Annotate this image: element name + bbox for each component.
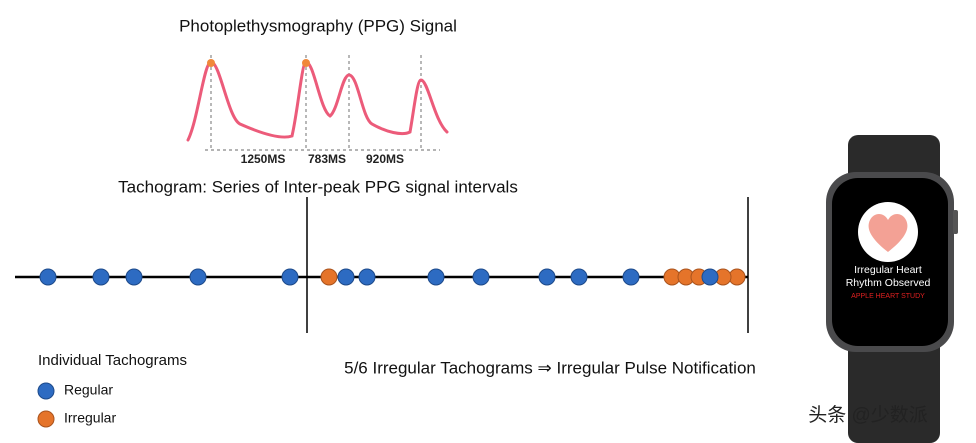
watermark: 头条 @少数派 — [808, 404, 928, 426]
regular-tachogram — [358, 268, 376, 286]
watch-text: Irregular Heart — [854, 264, 922, 276]
regular-tachogram — [281, 268, 299, 286]
regular-tachogram — [472, 268, 490, 286]
conclusion: 5/6 Irregular Tachograms ⇒ Irregular Pul… — [344, 358, 756, 377]
ppg-peak — [302, 59, 310, 67]
watch-text: APPLE HEART STUDY — [851, 293, 925, 300]
legend-label: Regular — [64, 382, 113, 398]
legend-label: Irregular — [64, 410, 116, 426]
interval-label: 920MS — [366, 152, 404, 166]
legend-swatch — [37, 382, 55, 400]
ppg-title: Photoplethysmography (PPG) Signal — [179, 16, 457, 35]
regular-tachogram — [701, 268, 719, 286]
regular-tachogram — [189, 268, 207, 286]
legend-swatch — [37, 410, 55, 428]
regular-tachogram — [337, 268, 355, 286]
legend-title: Individual Tachograms — [38, 352, 187, 369]
regular-tachogram — [622, 268, 640, 286]
regular-tachogram — [570, 268, 588, 286]
interval-label: 783MS — [308, 152, 346, 166]
tachogram-caption: Tachogram: Series of Inter-peak PPG sign… — [118, 177, 518, 196]
regular-tachogram — [39, 268, 57, 286]
regular-tachogram — [125, 268, 143, 286]
irregular-tachogram — [320, 268, 338, 286]
interval-label: 1250MS — [241, 152, 286, 166]
regular-tachogram — [92, 268, 110, 286]
regular-tachogram — [538, 268, 556, 286]
ppg-peak — [207, 59, 215, 67]
regular-tachogram — [427, 268, 445, 286]
watch: Irregular Heart Rhythm Observed APPLE HE… — [826, 135, 958, 443]
ppg-wave — [186, 60, 449, 142]
ppg-guides — [205, 55, 440, 151]
watch-text: Rhythm Observed — [846, 277, 931, 289]
